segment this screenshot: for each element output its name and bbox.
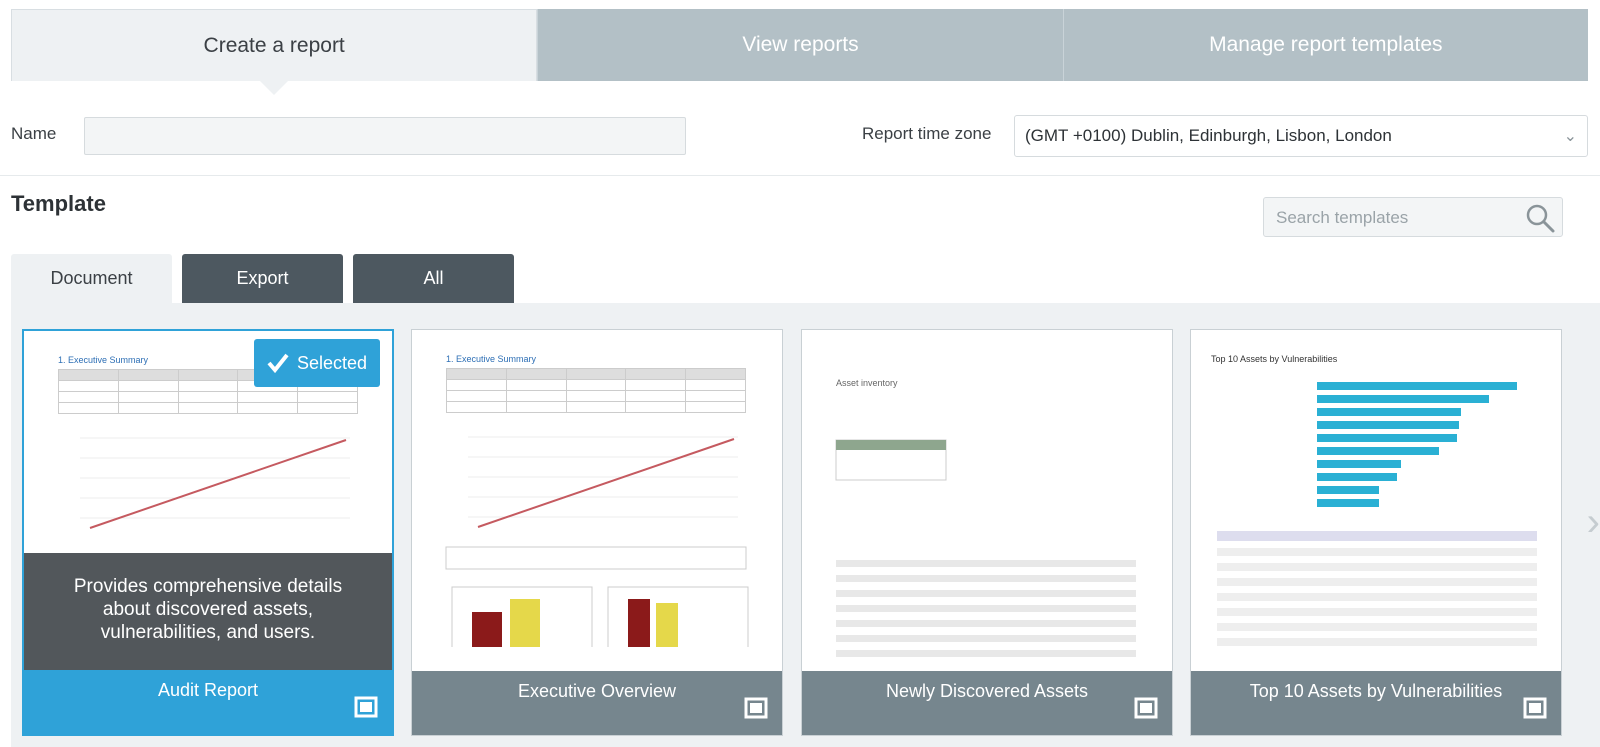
- chevron-right-icon[interactable]: ›: [1586, 500, 1600, 544]
- timezone-label: Report time zone: [862, 124, 992, 143]
- report-tabs: Create a report View reports Manage repo…: [11, 9, 1588, 95]
- timezone-select[interactable]: (GMT +0100) Dublin, Edinburgh, Lisbon, L…: [1014, 115, 1588, 157]
- filter-tab-export[interactable]: Export: [182, 254, 343, 303]
- card-footer: Top 10 Assets by Vulnerabilities: [1191, 671, 1561, 735]
- template-card-top-10-assets[interactable]: Top 10 Assets by Vulnerabilities: [1190, 329, 1562, 736]
- thumbnail-table-graphic: [835, 439, 1136, 657]
- thumbnail-line-chart: [80, 437, 350, 529]
- expand-icon[interactable]: [1523, 697, 1547, 719]
- expand-icon[interactable]: [354, 696, 378, 718]
- thumbnail-table: [446, 368, 746, 413]
- checkmark-icon: [267, 353, 289, 373]
- card-title: Audit Report: [157, 680, 259, 700]
- expand-icon[interactable]: [744, 697, 768, 719]
- tab-view-reports[interactable]: View reports: [537, 9, 1063, 81]
- card-title: Executive Overview: [517, 681, 677, 701]
- template-search: [1263, 197, 1563, 238]
- selected-badge-label: Selected: [296, 352, 368, 373]
- template-thumbnail: Asset inventory: [818, 348, 1156, 672]
- search-input[interactable]: [1274, 198, 1518, 238]
- card-title: Top 10 Assets by Vulnerabilities: [1249, 681, 1503, 701]
- template-card-audit-report[interactable]: 1. Executive Summary Provides comprehens…: [22, 329, 394, 736]
- thumbnail-heading: 1. Executive Summary: [446, 354, 537, 364]
- card-title: Newly Discovered Assets: [885, 681, 1089, 701]
- thumbnail-charts: [445, 436, 749, 658]
- card-footer: Audit Report: [24, 670, 392, 734]
- card-footer: Newly Discovered Assets: [802, 671, 1172, 735]
- template-filter-tabs: Document Export All: [11, 254, 524, 303]
- name-input[interactable]: [84, 117, 686, 155]
- name-label: Name: [11, 124, 57, 143]
- thumbnail-heading: 1. Executive Summary: [58, 355, 149, 365]
- template-thumbnail: Top 10 Assets by Vulnerabilities: [1207, 348, 1545, 672]
- card-footer: Executive Overview: [412, 671, 782, 735]
- filter-tab-all[interactable]: All: [353, 254, 514, 303]
- timezone-value: (GMT +0100) Dublin, Edinburgh, Lisbon, L…: [1025, 126, 1392, 145]
- tab-manage-templates[interactable]: Manage report templates: [1062, 9, 1588, 81]
- expand-icon[interactable]: [1134, 697, 1158, 719]
- search-icon[interactable]: [1524, 202, 1556, 234]
- filter-tab-document[interactable]: Document: [11, 254, 172, 303]
- template-heading: Template: [11, 191, 106, 216]
- selected-badge: Selected: [254, 339, 380, 387]
- divider: [0, 175, 1600, 176]
- thumbnail-heading: Top 10 Assets by Vulnerabilities: [1211, 354, 1338, 364]
- chevron-down-icon: ⌄: [1563, 128, 1577, 145]
- template-card-executive-overview[interactable]: 1. Executive Summary Executive Overview: [411, 329, 783, 736]
- template-thumbnail: 1. Executive Summary: [428, 348, 766, 672]
- template-card-newly-discovered-assets[interactable]: Asset inventory Newly Discovered Assets: [801, 329, 1173, 736]
- template-description: Provides comprehensive details about dis…: [24, 553, 392, 675]
- tab-create-report[interactable]: Create a report: [11, 9, 538, 95]
- thumbnail-heading: Asset inventory: [836, 378, 898, 388]
- thumbnail-bar-chart: [1217, 382, 1537, 646]
